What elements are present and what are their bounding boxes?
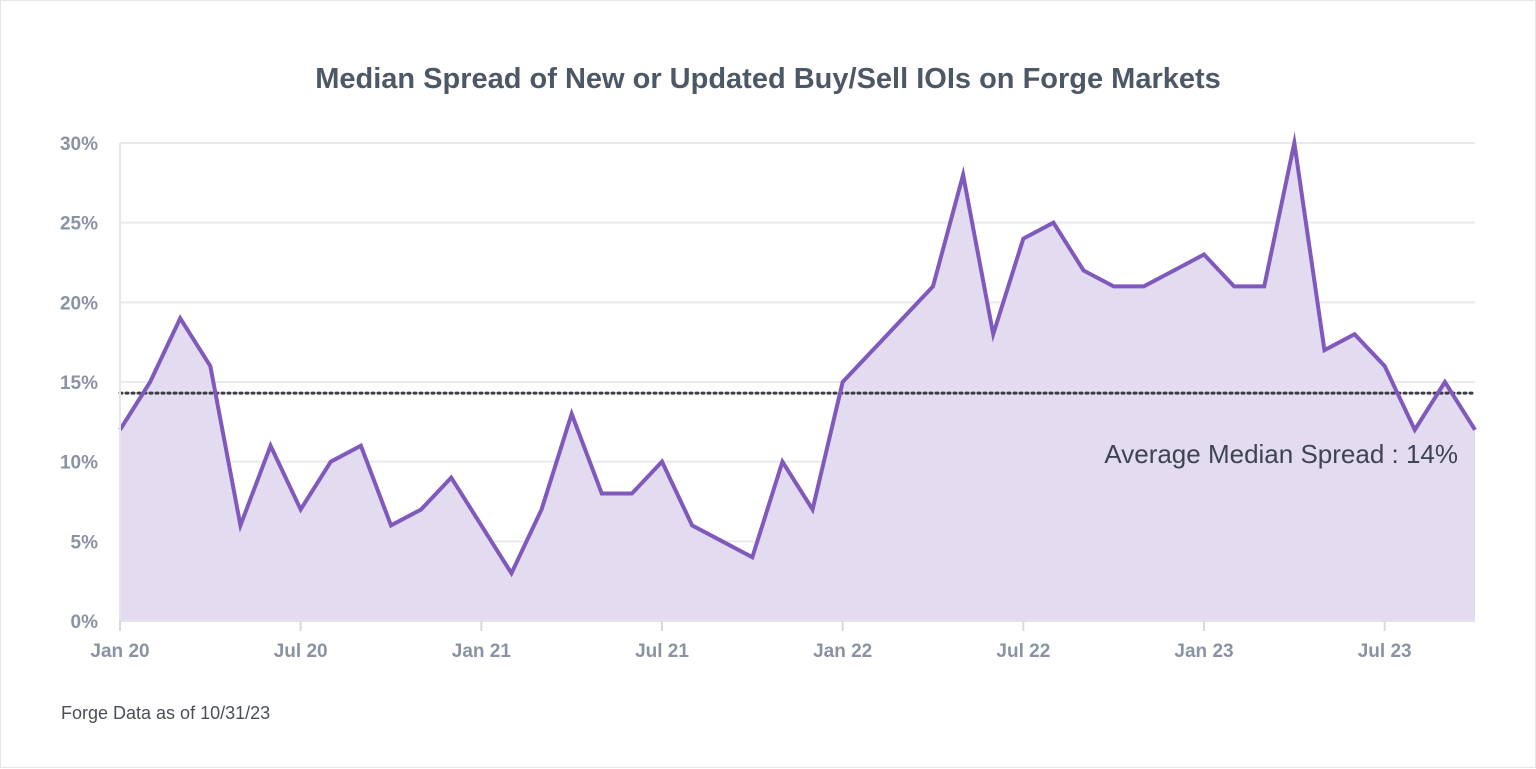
- series-line-layer: [118, 131, 1477, 578]
- x-tick-label: Jan 21: [452, 641, 512, 662]
- x-tick-label: Jul 21: [635, 641, 689, 662]
- series-area-fill: [120, 143, 1475, 621]
- reference-line-layer: Average Median Spread : 14%: [118, 391, 1477, 469]
- data-source-note: Forge Data as of 10/31/23: [61, 703, 271, 723]
- average-annotation: Average Median Spread : 14%: [1104, 439, 1458, 469]
- y-tick-label: 30%: [60, 134, 98, 155]
- x-tick-label: Jul 23: [1358, 641, 1412, 662]
- x-tick-label: Jan 23: [1174, 641, 1233, 662]
- y-tick-label: 0%: [71, 612, 99, 633]
- area-fill-layer: [120, 143, 1475, 621]
- x-tick-label: Jan 20: [90, 641, 149, 662]
- y-tick-label: 25%: [60, 214, 98, 235]
- y-tick-label: 10%: [60, 453, 98, 474]
- x-tick-label: Jul 22: [996, 641, 1050, 662]
- y-tick-label: 5%: [71, 532, 99, 553]
- series-line: [118, 131, 1477, 578]
- axes: [119, 143, 1475, 631]
- tick-labels: 0% 5% 10% 15% 20% 25% 30% Jan 20 Jul 20 Jan 21 Jul…: [60, 134, 1412, 662]
- chart-title: Median Spread of New or Updated Buy/Sell…: [315, 63, 1221, 95]
- y-tick-label: 15%: [60, 373, 98, 394]
- y-tick-label: 20%: [60, 293, 98, 314]
- x-tick-label: Jul 20: [274, 641, 328, 662]
- x-tick-label: Jan 22: [813, 641, 872, 662]
